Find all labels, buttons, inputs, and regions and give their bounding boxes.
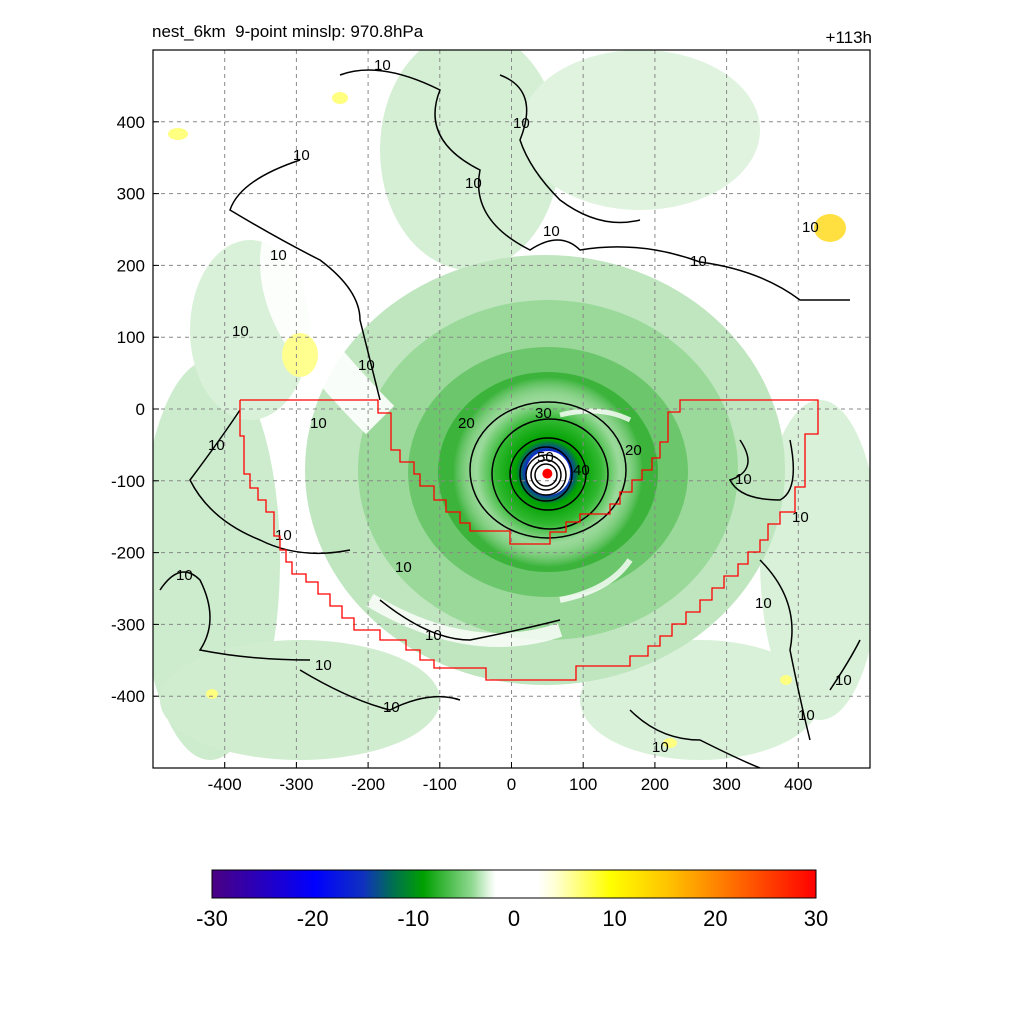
contour-label: 10 bbox=[270, 247, 287, 264]
contour-label: 50 bbox=[537, 449, 554, 466]
contour-label: 30 bbox=[535, 405, 552, 422]
x-tick-label: 200 bbox=[641, 775, 669, 794]
contour-label: 10 bbox=[383, 699, 400, 716]
colorbar-tick-label: 30 bbox=[804, 906, 828, 931]
contour-label: 10 bbox=[374, 57, 391, 74]
contour-label: 10 bbox=[293, 147, 310, 164]
y-tick-label: 200 bbox=[117, 256, 145, 275]
domain-outline bbox=[239, 399, 819, 681]
contour-label: 20 bbox=[458, 415, 475, 432]
x-tick-label: -200 bbox=[351, 775, 385, 794]
contour-label: 10 bbox=[802, 219, 819, 236]
contour-label: 10 bbox=[465, 175, 482, 192]
contour-label: 10 bbox=[275, 527, 292, 544]
colorbar-ticks: -30 -20 -10 0 10 20 30 bbox=[196, 906, 828, 931]
contour-label: 10 bbox=[543, 223, 560, 240]
y-tick-label: -400 bbox=[111, 687, 145, 706]
contour-label: 10 bbox=[798, 707, 815, 724]
colorbar-tick-label: 0 bbox=[508, 906, 520, 931]
contour-label: 40 bbox=[573, 462, 590, 479]
y-tick-label: 100 bbox=[117, 328, 145, 347]
x-tick-label: -300 bbox=[279, 775, 313, 794]
axis-ticks: -400 -300 -200 -100 0 100 200 300 40040030020010… bbox=[111, 113, 813, 794]
contour-label: 10 bbox=[395, 559, 412, 576]
x-tick-label: 0 bbox=[507, 775, 516, 794]
y-tick-label: -100 bbox=[111, 472, 145, 491]
contour-label: 10 bbox=[176, 567, 193, 584]
contour-label: 10 bbox=[755, 595, 772, 612]
contour-label: 10 bbox=[735, 471, 752, 488]
contour-label: 10 bbox=[208, 437, 225, 454]
map-title: nest_6km 9-point minslp: 970.8hPa bbox=[152, 22, 424, 41]
contour-label: 10 bbox=[425, 627, 442, 644]
x-tick-label: 300 bbox=[712, 775, 740, 794]
y-tick-label: 0 bbox=[136, 400, 145, 419]
contour-label: 10 bbox=[652, 739, 669, 756]
y-tick-label: -300 bbox=[111, 615, 145, 634]
x-tick-label: -100 bbox=[423, 775, 457, 794]
contour-label: 10 bbox=[792, 509, 809, 526]
forecast-hour: +113h bbox=[825, 28, 872, 47]
contour-lines bbox=[159, 69, 861, 768]
colorbar bbox=[211, 869, 817, 899]
y-tick-label: 300 bbox=[117, 185, 145, 204]
y-tick-label: 400 bbox=[117, 113, 145, 132]
x-tick-label: -400 bbox=[208, 775, 242, 794]
contour-label: 20 bbox=[625, 442, 642, 459]
y-tick-label: -200 bbox=[111, 544, 145, 563]
contour-label: 10 bbox=[690, 253, 707, 270]
storm-center-marker bbox=[542, 468, 553, 479]
contour-label: 10 bbox=[315, 657, 332, 674]
colorbar-tick-label: -10 bbox=[397, 906, 429, 931]
colorbar-tick-label: 10 bbox=[602, 906, 626, 931]
colorbar-tick-label: -20 bbox=[297, 906, 329, 931]
colorbar-tick-label: 20 bbox=[703, 906, 727, 931]
contour-label: 10 bbox=[232, 323, 249, 340]
x-tick-label: 400 bbox=[784, 775, 812, 794]
contour-labels: 10 10 10 10 10 10 10 10 10 10 10 10 10 1… bbox=[176, 57, 852, 756]
colorbar-tick-label: -30 bbox=[196, 906, 228, 931]
contour-label: 10 bbox=[835, 672, 852, 689]
contour-label: 10 bbox=[310, 415, 327, 432]
contour-label: 10 bbox=[358, 357, 375, 374]
x-tick-label: 100 bbox=[569, 775, 597, 794]
contour-label: 10 bbox=[513, 115, 530, 132]
